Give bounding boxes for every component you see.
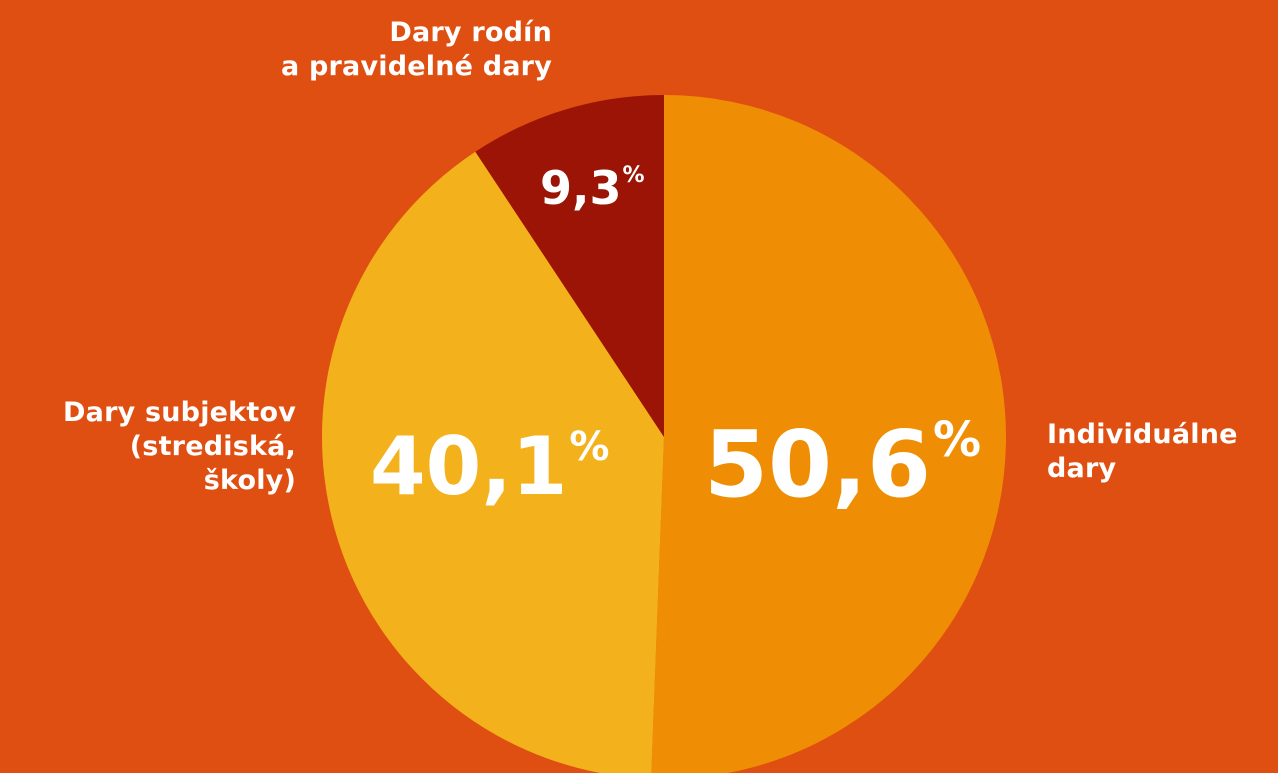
category-label-individual-line-1: Individuálne	[1047, 419, 1238, 450]
category-label-families: Dary rodín a pravidelné dary	[200, 16, 552, 84]
category-label-subjects-line-1: Dary subjektov	[63, 397, 296, 428]
category-label-individual: Individuálne dary	[1047, 418, 1277, 486]
value-label-individual-number: 50,6	[704, 411, 931, 518]
category-label-subjects-line-3: školy)	[203, 465, 296, 496]
category-label-subjects: Dary subjektov (strediská, školy)	[0, 396, 296, 498]
category-label-families-line-1: Dary rodín	[389, 17, 552, 48]
value-label-individual-unit: %	[933, 412, 982, 468]
value-label-subjects-number: 40,1	[370, 420, 568, 513]
value-label-families-number: 9,3	[540, 161, 622, 215]
value-label-individual: 50,6%	[704, 410, 981, 535]
pie-slice-subjects	[322, 151, 664, 773]
category-label-individual-line-2: dary	[1047, 453, 1117, 484]
value-label-families: 9,3%	[540, 160, 645, 226]
value-label-subjects: 40,1%	[370, 418, 609, 530]
category-label-families-line-2: a pravidelné dary	[280, 51, 552, 82]
category-label-subjects-line-2: (strediská,	[129, 431, 296, 462]
pie-slice-families	[475, 95, 664, 437]
value-label-families-unit: %	[622, 163, 645, 188]
pie-slice-individual	[651, 95, 1006, 773]
value-label-subjects-unit: %	[569, 424, 610, 470]
